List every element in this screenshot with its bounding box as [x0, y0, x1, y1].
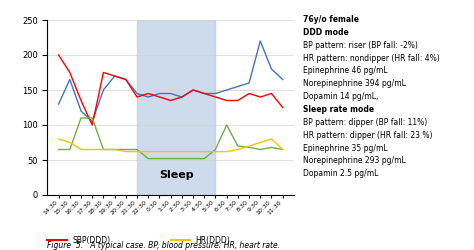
Text: 76y/o female: 76y/o female — [303, 15, 359, 24]
Text: HR pattern: dipper (HR fall: 23 %): HR pattern: dipper (HR fall: 23 %) — [303, 131, 433, 140]
Text: Epinephrine 46 pg/mL: Epinephrine 46 pg/mL — [303, 66, 388, 76]
Text: Dopamin 2.5 pg/mL: Dopamin 2.5 pg/mL — [303, 169, 379, 178]
Text: SBP(DDD): SBP(DDD) — [72, 236, 110, 244]
Bar — [137, 20, 216, 195]
Text: DDD mode: DDD mode — [303, 28, 349, 37]
Text: Figure  5.   A typical case. BP, blood pressure; HR, heart rate.: Figure 5. A typical case. BP, blood pres… — [47, 240, 281, 250]
Text: Epinephrine 35 pg/mL: Epinephrine 35 pg/mL — [303, 144, 388, 152]
Text: HR pattern: nondipper (HR fall: 4%): HR pattern: nondipper (HR fall: 4%) — [303, 54, 440, 62]
Text: Norepinephrine 293 pg/mL: Norepinephrine 293 pg/mL — [303, 156, 406, 166]
Text: Sleep: Sleep — [159, 170, 193, 179]
Text: BP pattern: dipper (BP fall: 11%): BP pattern: dipper (BP fall: 11%) — [303, 118, 428, 127]
Text: Dopamin 14 pg/mL,: Dopamin 14 pg/mL, — [303, 92, 379, 101]
Text: Sleep rate mode: Sleep rate mode — [303, 105, 374, 114]
Text: Norepinephrine 394 pg/mL: Norepinephrine 394 pg/mL — [303, 79, 406, 88]
Text: BP pattern: riser (BP fall: -2%): BP pattern: riser (BP fall: -2%) — [303, 41, 418, 50]
Text: HR(DDD): HR(DDD) — [195, 236, 230, 244]
